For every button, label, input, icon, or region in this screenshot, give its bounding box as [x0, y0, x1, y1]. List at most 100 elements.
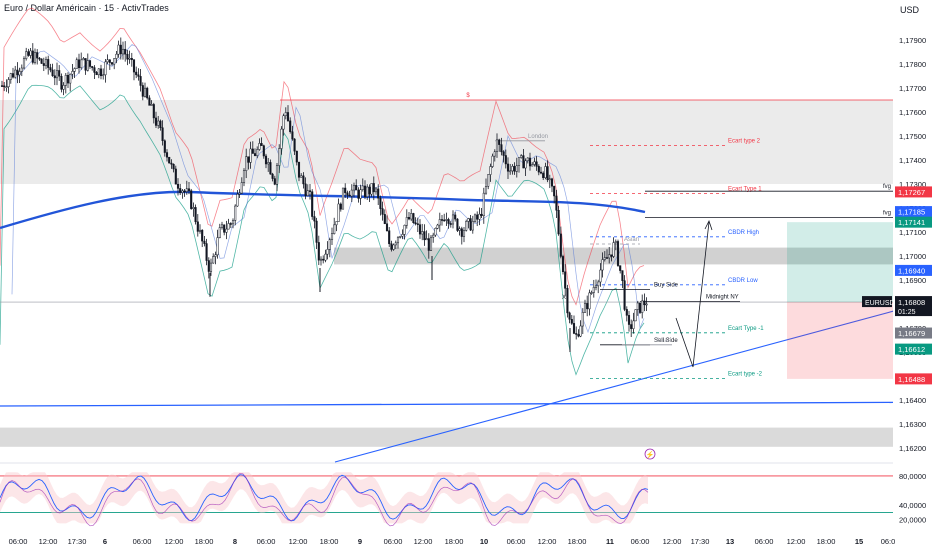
candle-body — [53, 75, 56, 79]
candle-body — [352, 184, 356, 191]
price-tick-17: 1,16200 — [899, 444, 926, 453]
candle-body — [209, 262, 213, 272]
candle-229 — [504, 149, 507, 169]
candle-body — [218, 227, 221, 238]
candle-body — [348, 194, 351, 197]
candle-body — [284, 112, 287, 116]
candle-96 — [212, 253, 215, 264]
candle-216 — [476, 211, 479, 227]
candle-body — [245, 156, 248, 171]
candle-42 — [93, 65, 96, 80]
candle-body — [473, 214, 477, 222]
candle-body — [47, 59, 50, 68]
candle-246 — [542, 171, 545, 181]
candle-83 — [183, 188, 186, 197]
candle-5 — [11, 67, 15, 79]
candle-body — [623, 280, 626, 310]
price-tick-6: 1,17300 — [899, 180, 926, 189]
level-label-3: Ecart Type 1 — [728, 187, 762, 193]
candle-body — [253, 153, 257, 156]
candle-166 — [366, 184, 369, 200]
candle-body — [504, 155, 507, 165]
candle-body — [190, 190, 193, 209]
time-tick-15: 10 — [480, 537, 488, 546]
candle-135 — [297, 161, 301, 182]
candle-99 — [218, 223, 221, 239]
candle-body — [445, 219, 448, 221]
candle-body — [58, 70, 61, 77]
candle-153 — [337, 198, 340, 222]
time-axis: 06:00 12:00 17:30 6 06:00 12:00 18:00 8 06:00 12:… — [9, 537, 896, 546]
osc-tick-0: 80,0000 — [899, 472, 926, 481]
candle-252 — [555, 189, 558, 218]
candle-134 — [295, 150, 298, 166]
candle-body — [330, 233, 334, 240]
candle-body — [370, 183, 373, 195]
candle-279 — [614, 239, 617, 251]
candle-206 — [454, 211, 457, 222]
candle-75 — [165, 149, 169, 162]
candle-body — [5, 86, 8, 89]
level-label-8: CBDR Low — [728, 278, 758, 284]
candle-271 — [597, 279, 600, 294]
time-tick-17: 12:00 — [538, 537, 557, 546]
candle-body — [533, 161, 536, 165]
candle-121 — [267, 157, 270, 172]
candle-body — [423, 231, 426, 241]
candle-body — [249, 148, 252, 163]
candle-body — [484, 186, 488, 194]
currency-label[interactable]: USD — [900, 5, 920, 15]
candle-24 — [53, 69, 56, 86]
candle-body — [641, 300, 644, 313]
level-label-12: Ecart Type -1 — [728, 326, 764, 332]
candle-body — [69, 73, 72, 84]
candle-body — [627, 315, 631, 325]
price-tick-16: 1,16300 — [899, 420, 926, 429]
time-tick-3: 6 — [103, 537, 107, 546]
candle-body — [251, 148, 254, 154]
candle-103 — [227, 218, 230, 230]
candle-body — [194, 207, 197, 223]
badge-bg-6 — [895, 373, 932, 385]
candle-body — [476, 214, 479, 220]
lightning-glyph: ⚡ — [646, 450, 655, 459]
candle-body — [465, 221, 468, 231]
candle-body — [390, 243, 393, 250]
candle-body — [592, 287, 595, 293]
candle-267 — [588, 289, 591, 316]
candle-body — [165, 152, 169, 158]
candle-body — [482, 192, 485, 216]
candle-123 — [271, 172, 274, 182]
badge-text-5: 1,16612 — [898, 345, 925, 354]
candle-body — [363, 185, 367, 197]
candle-98 — [216, 229, 219, 259]
candle-body — [172, 163, 175, 170]
candle-11 — [25, 47, 28, 61]
candle-body — [262, 145, 265, 157]
candle-body — [84, 58, 87, 71]
candle-body — [80, 59, 83, 69]
projection-arrowhead — [704, 219, 713, 231]
candle-body — [247, 156, 250, 163]
candle-56 — [124, 41, 127, 62]
candle-body — [381, 208, 384, 215]
candle-body — [383, 214, 386, 224]
price-tick-3: 1,17600 — [899, 108, 926, 117]
candle-172 — [379, 195, 382, 216]
candle-body — [614, 241, 617, 243]
candle-body — [29, 50, 32, 56]
candle-body — [300, 175, 303, 178]
candle-body — [405, 217, 408, 226]
candle-body — [531, 164, 534, 167]
candle-122 — [269, 159, 272, 175]
candle-76 — [168, 156, 171, 164]
candle-body — [524, 160, 527, 169]
candle-104 — [229, 222, 232, 228]
candle-233 — [513, 162, 516, 175]
zones-layer — [0, 100, 893, 447]
candle-218 — [480, 208, 483, 219]
candle-45 — [99, 64, 103, 80]
candle-136 — [300, 173, 303, 178]
candle-body — [456, 218, 459, 231]
